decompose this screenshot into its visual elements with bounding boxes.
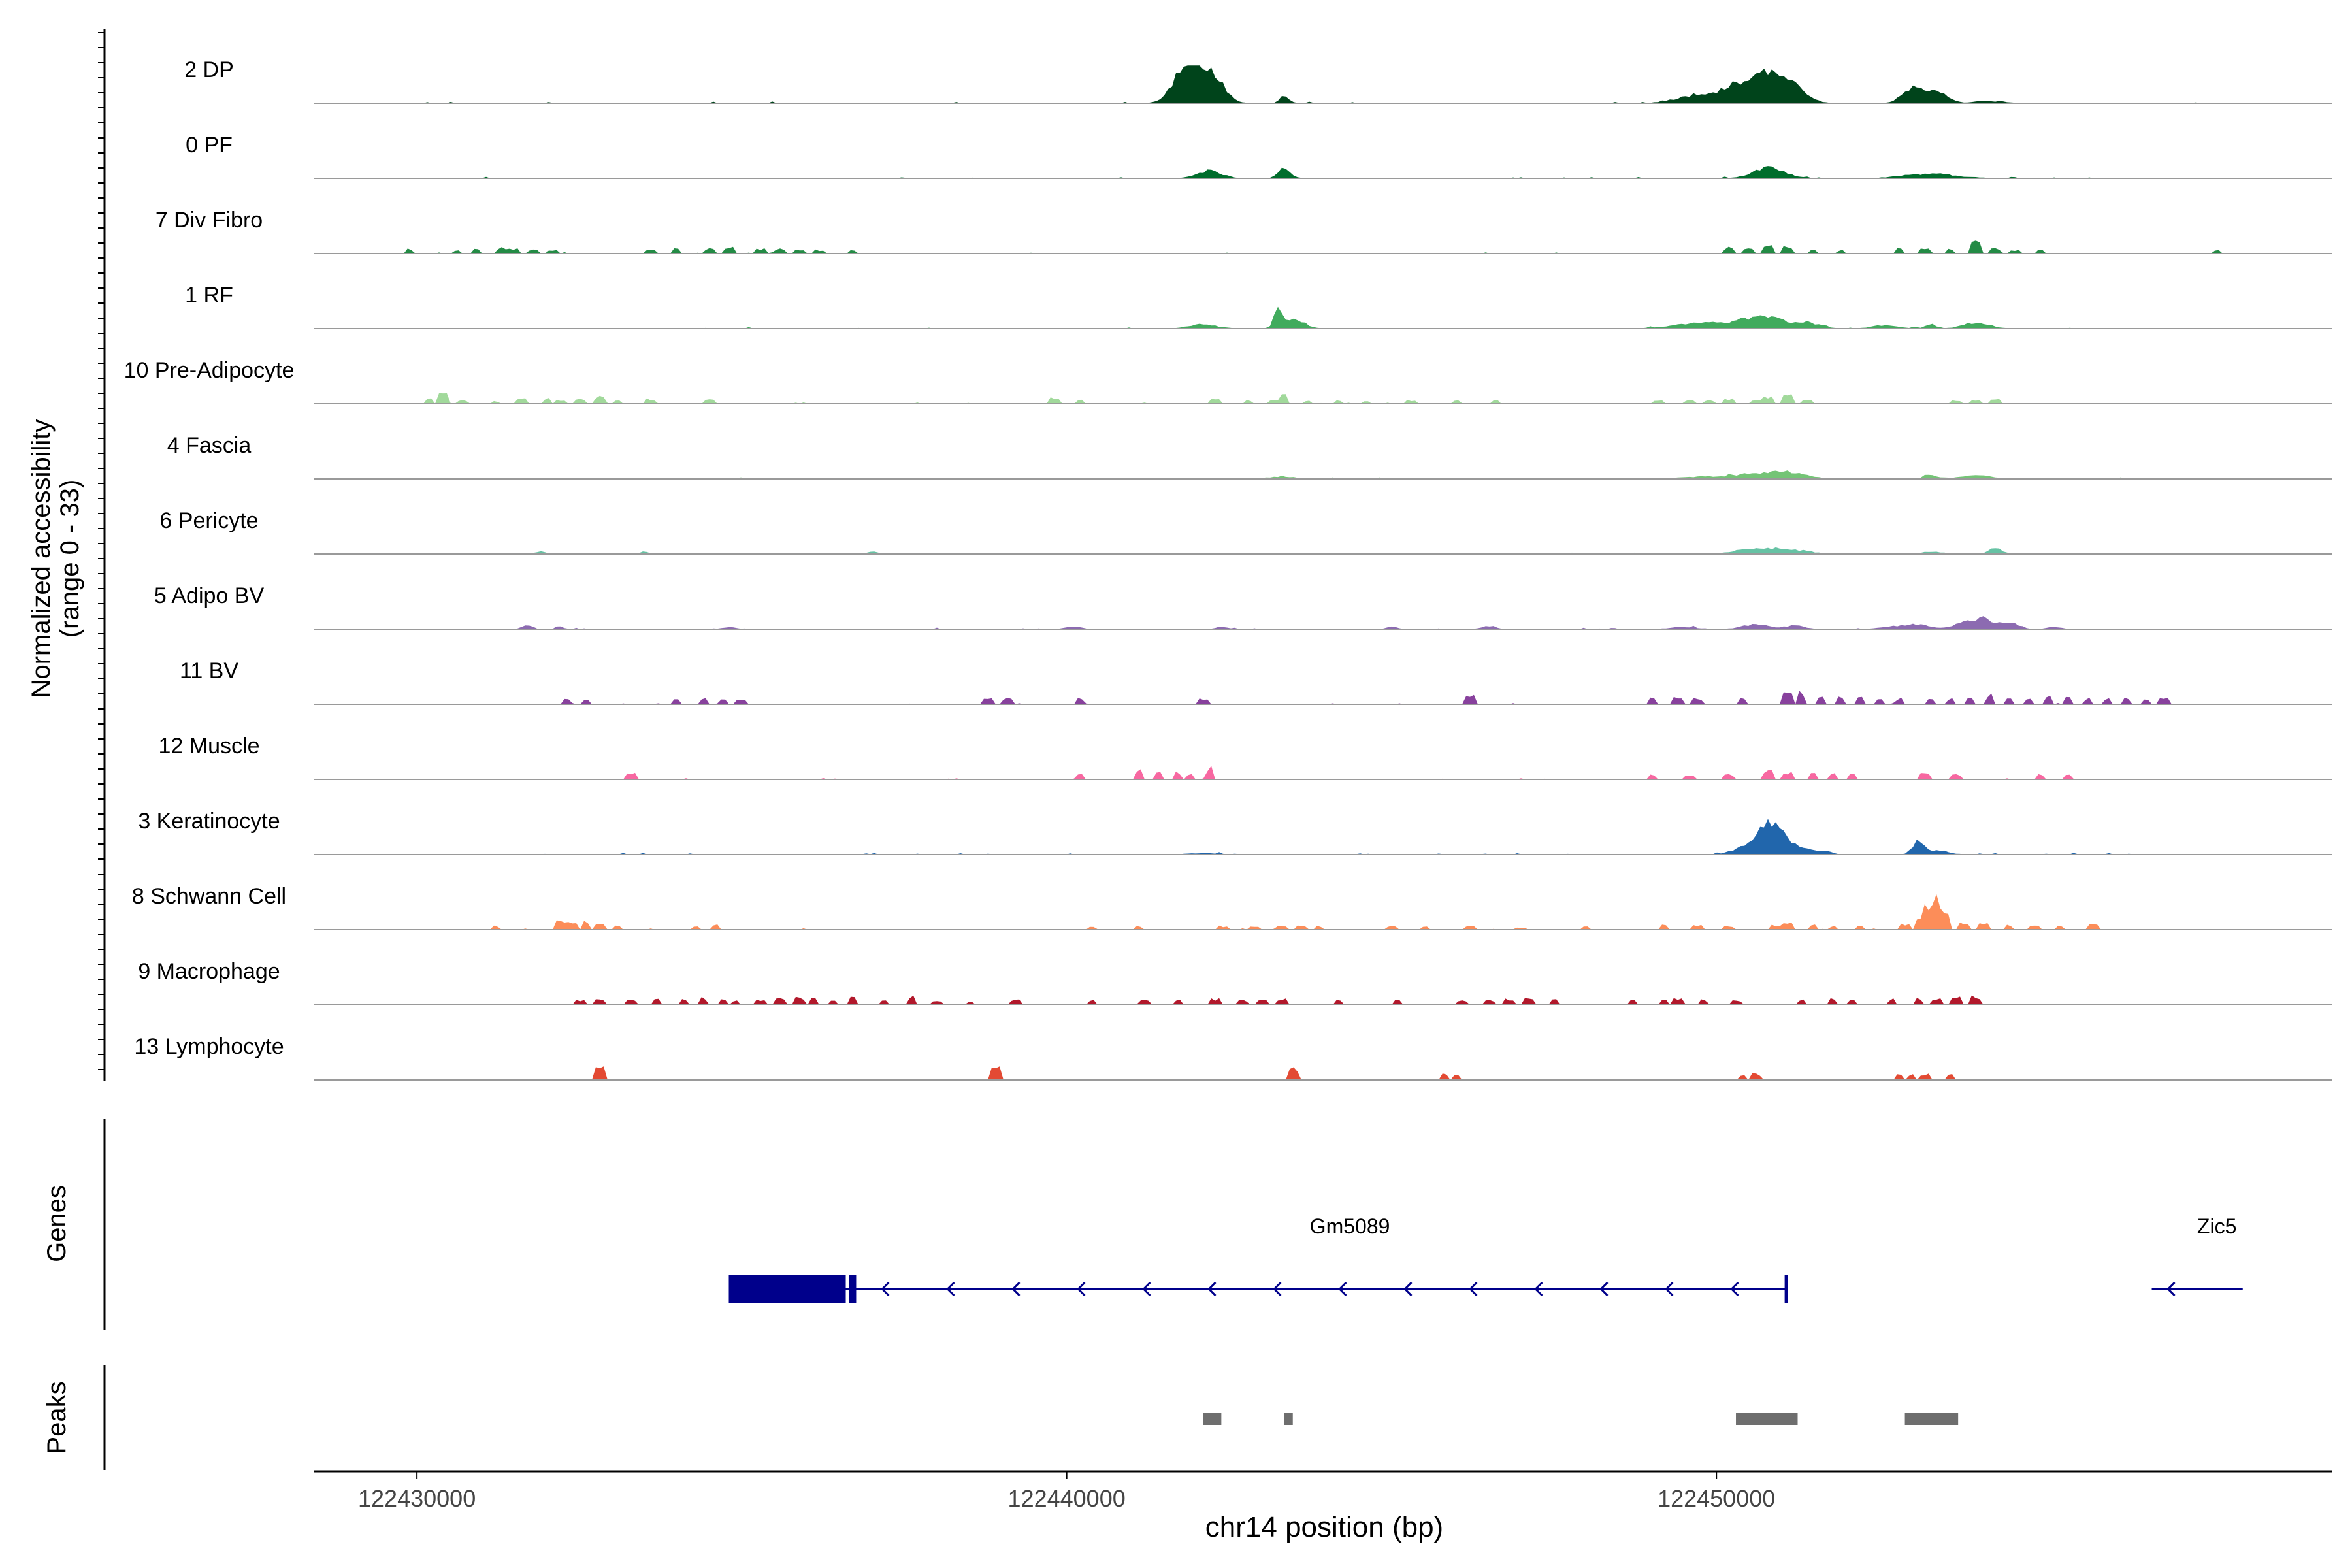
strand-arrow — [1207, 1281, 1217, 1297]
track-label: 6 Pericyte — [159, 508, 258, 533]
gene-track: Gm5089 Zic5 — [728, 1215, 2243, 1303]
strand-arrow — [1730, 1281, 1739, 1297]
strand-arrow — [1665, 1281, 1674, 1297]
track-5-adipo-bv: 5 Adipo BV — [154, 583, 2332, 630]
accessibility-tracks: 2 DP 0 PF 7 Div Fibro 1 RF 10 Pre-Adipocyte 4… — [124, 57, 2332, 1081]
y-axis-label-line2: (range 0 - 33) — [56, 480, 84, 638]
track-label: 0 PF — [186, 133, 233, 157]
peak-track — [1203, 1413, 1959, 1425]
coverage-area — [314, 691, 2332, 704]
track-label: 9 Macrophage — [138, 959, 280, 984]
strand-arrow — [1599, 1281, 1609, 1297]
strand-arrow — [1534, 1281, 1543, 1297]
track-11-bv: 11 BV — [180, 659, 2332, 705]
coverage-area — [314, 894, 2332, 930]
gene-zic5: Zic5 — [2151, 1215, 2243, 1297]
track-label: 3 Keratinocyte — [138, 809, 280, 834]
track-label: 11 BV — [180, 659, 238, 683]
track-label: 4 Fascia — [167, 433, 252, 458]
track-label: 7 Div Fibro — [155, 208, 263, 233]
peak-region — [1736, 1413, 1798, 1425]
strand-arrow — [2166, 1281, 2176, 1297]
strand-arrow — [1142, 1281, 1151, 1297]
exon — [728, 1275, 846, 1303]
peak-region — [1904, 1413, 1959, 1425]
gene-name: Gm5089 — [1310, 1215, 1390, 1238]
track-label: 13 Lymphocyte — [134, 1034, 284, 1059]
gene-name: Zic5 — [2197, 1215, 2236, 1238]
track-10-pre-adipocyte: 10 Pre-Adipocyte — [124, 358, 2332, 404]
track-7-div-fibro: 7 Div Fibro — [155, 208, 2332, 254]
track-9-macrophage: 9 Macrophage — [138, 959, 2332, 1005]
coverage-area — [314, 240, 2332, 253]
x-tick-label: 122430000 — [358, 1485, 476, 1512]
strand-arrow — [1011, 1281, 1021, 1297]
coverage-area — [314, 393, 2332, 404]
strand-arrow — [1403, 1281, 1413, 1297]
track-label: 8 Schwann Cell — [132, 884, 286, 909]
peak-region — [1284, 1413, 1293, 1425]
track-label: 5 Adipo BV — [154, 583, 265, 608]
track-13-lymphocyte: 13 Lymphocyte — [134, 1034, 2332, 1081]
x-axis-label: chr14 position (bp) — [1205, 1511, 1443, 1543]
track-6-pericyte: 6 Pericyte — [159, 508, 2332, 555]
x-axis-ticks: 122430000 122440000 122450000 — [358, 1471, 1775, 1512]
strand-arrow — [1338, 1281, 1347, 1297]
y-axis-label-line1: Normalized accessibility — [27, 419, 56, 698]
track-label: 2 DP — [184, 57, 234, 82]
strand-arrow — [881, 1281, 890, 1297]
track-4-fascia: 4 Fascia — [167, 433, 2332, 480]
exon — [849, 1275, 857, 1303]
strand-arrow — [1077, 1281, 1086, 1297]
track-label: 1 RF — [185, 283, 233, 308]
gene-gm5089: Gm5089 — [728, 1215, 1788, 1303]
track-1-rf: 1 RF — [185, 283, 2332, 329]
exon — [1784, 1275, 1788, 1303]
x-tick-label: 122440000 — [1008, 1485, 1126, 1512]
strand-arrow — [1273, 1281, 1282, 1297]
track-label: 10 Pre-Adipocyte — [124, 358, 295, 383]
accessibility-axis-ticks — [98, 32, 105, 1070]
strand-arrow — [1469, 1281, 1478, 1297]
strand-arrow — [946, 1281, 955, 1297]
track-label: 12 Muscle — [159, 734, 260, 759]
peak-region — [1203, 1413, 1222, 1425]
track-3-keratinocyte: 3 Keratinocyte — [138, 809, 2332, 855]
x-tick-label: 122450000 — [1658, 1485, 1775, 1512]
genes-panel-label: Genes — [42, 1185, 71, 1262]
track-0-pf: 0 PF — [186, 133, 2332, 179]
peaks-panel-label: Peaks — [42, 1381, 71, 1454]
track-8-schwann-cell: 8 Schwann Cell — [132, 884, 2332, 930]
track-2-dp: 2 DP — [184, 57, 2332, 104]
track-12-muscle: 12 Muscle — [159, 734, 2332, 780]
